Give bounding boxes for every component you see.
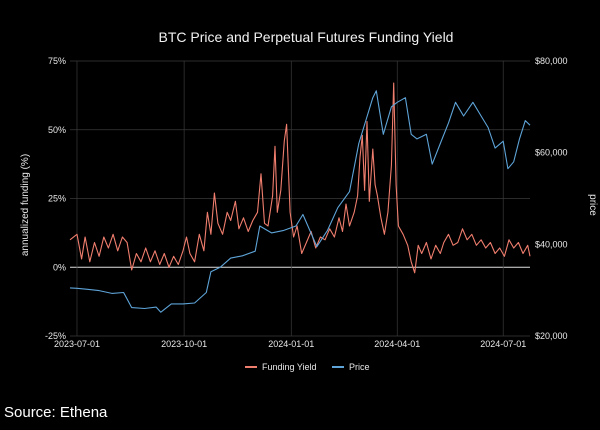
y2-tick-label: $60,000 [535,148,568,158]
right-y-axis: $20,000 $40,000 $60,000 $80,000 [535,56,568,341]
funding-yield-line [69,82,531,274]
y-tick-label: 25% [48,194,66,204]
legend-price-label: Price [349,362,370,372]
y2-tick-label: $40,000 [535,239,568,249]
legend-funding-yield-label: Funding Yield [262,362,317,372]
y-axis-title: annualized funding (%) [20,154,31,256]
left-y-axis: -25% 0% 25% 50% 75% [45,56,66,341]
series-layer [69,82,531,313]
x-tick-label: 2023-10-01 [161,339,207,349]
x-tick-label: 2024-04-01 [374,339,420,349]
y-tick-label: 50% [48,125,66,135]
price-line [69,90,531,313]
y-tick-label: -25% [45,331,66,341]
y-tick-label: 75% [48,56,66,66]
y2-tick-label: $80,000 [535,56,568,66]
y2-axis-title: price [587,194,598,216]
x-tick-label: 2024-01-01 [268,339,314,349]
x-tick-label: 2024-07-01 [480,339,526,349]
x-axis: 2023-07-01 2023-10-01 2024-01-01 2024-04-01… [54,339,526,349]
grid-layer [70,60,530,337]
legend: Funding Yield Price [245,362,370,372]
chart-title: BTC Price and Perpetual Futures Funding … [159,29,454,45]
source-caption: Source: Ethena [4,404,108,421]
chart-frame: BTC Price and Perpetual Futures Funding … [20,29,598,372]
chart-svg: BTC Price and Perpetual Futures Funding … [20,29,598,372]
y2-tick-label: $20,000 [535,331,568,341]
y-tick-label: 0% [53,262,66,272]
x-tick-label: 2023-07-01 [54,339,100,349]
